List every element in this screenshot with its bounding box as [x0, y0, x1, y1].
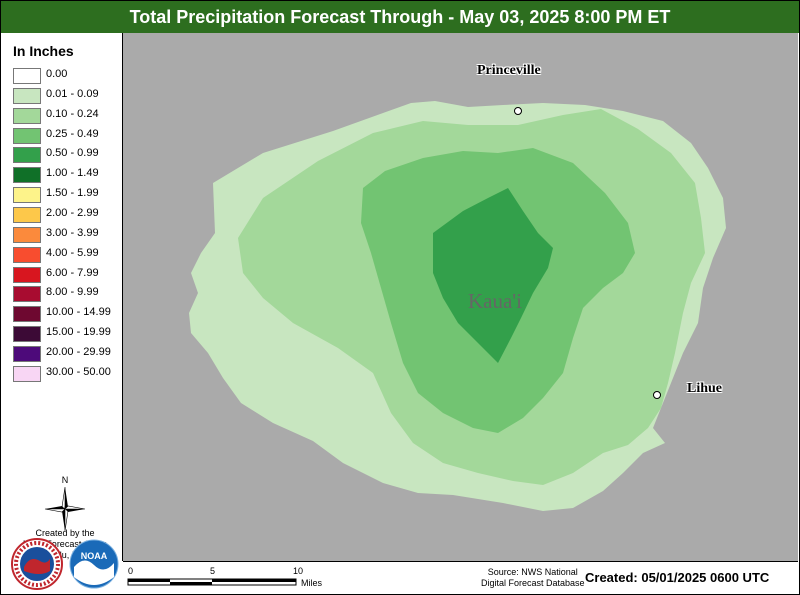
legend-label: 20.00 - 29.99: [46, 345, 111, 358]
legend-item: 20.00 - 29.99: [13, 344, 123, 362]
legend-swatch: [13, 107, 41, 124]
north-arrow-icon: N: [44, 475, 86, 532]
legend-item: 1.50 - 1.99: [13, 185, 123, 204]
legend-label: 8.00 - 9.99: [46, 286, 99, 299]
nws-logo-icon: [11, 538, 63, 590]
legend-swatch: [13, 206, 41, 223]
legend-item: 10.00 - 14.99: [13, 304, 123, 323]
created-timestamp: Created: 05/01/2025 0600 UTC: [585, 570, 770, 585]
legend-item: 2.00 - 2.99: [13, 205, 123, 223]
credits-line: Created by the: [35, 528, 95, 538]
legend-item: 1.00 - 1.49: [13, 165, 123, 184]
legend-label: 10.00 - 14.99: [46, 306, 111, 319]
legend-item: 3.00 - 3.99: [13, 225, 123, 243]
legend-swatch: [13, 365, 41, 382]
legend-label: 6.00 - 7.99: [46, 266, 99, 279]
legend-swatch: [13, 286, 41, 303]
precip-zone-0.50-0.99: [433, 188, 553, 363]
legend-item: 6.00 - 7.99: [13, 265, 123, 283]
legend-swatch: [13, 187, 41, 204]
legend-label: 4.00 - 5.99: [46, 246, 99, 259]
legend-swatch: [13, 167, 41, 184]
legend-item: 15.00 - 19.99: [13, 324, 123, 343]
credits-line: NWS Forecast Office: [22, 539, 108, 549]
precipitation-map: [189, 101, 726, 511]
legend-label: 1.50 - 1.99: [46, 187, 99, 200]
legend-label: 30.00 - 50.00: [46, 365, 111, 378]
legend-title: In Inches: [13, 43, 74, 59]
town-label-princeville: Princeville: [477, 63, 541, 78]
map-title: Total Precipitation Forecast Through - M…: [1, 1, 799, 33]
legend-item: 8.00 - 9.99: [13, 284, 123, 303]
legend-swatch: [13, 326, 41, 343]
credits-line: Honolulu, Hawaii: [31, 550, 99, 560]
legend-item: 0.00: [13, 66, 123, 84]
town-label-lihue: Lihue: [687, 381, 723, 396]
legend-swatch: [13, 226, 41, 243]
legend-label: 0.10 - 0.24: [46, 107, 99, 120]
legend-swatch: [13, 87, 41, 104]
legend-item: 0.50 - 0.99: [13, 145, 123, 164]
legend-label: 0.50 - 0.99: [46, 147, 99, 160]
north-label: N: [62, 475, 69, 485]
legend-panel: In Inches 0.00 0.01 - 0.09 0.10 - 0.24 0.25…: [1, 33, 123, 561]
town-marker-princeville: [514, 107, 522, 115]
scale-bar: 0 5 10 Miles: [127, 566, 323, 588]
legend-item: 0.10 - 0.24: [13, 106, 123, 124]
svg-text:NOAA: NOAA: [81, 551, 108, 561]
legend-item: 30.00 - 50.00: [13, 364, 123, 382]
scale-unit: Miles: [301, 578, 323, 588]
noaa-logo-icon: NOAA: [69, 539, 119, 589]
agency-logos: NOAA: [11, 538, 119, 590]
source-text: Source: NWS National Digital Forecast Da…: [481, 567, 585, 589]
source-line: Digital Forecast Database: [481, 578, 585, 588]
source-line: Source: NWS National: [487, 567, 578, 577]
town-marker-lihue: [653, 391, 661, 399]
legend-swatch: [13, 345, 41, 362]
legend-swatch: [13, 127, 41, 144]
legend-label: 2.00 - 2.99: [46, 206, 99, 219]
legend-label: 0.25 - 0.49: [46, 127, 99, 140]
legend-label: 0.00: [46, 68, 68, 80]
island-label: Kaua'i: [468, 289, 522, 313]
scale-tick-10: 10: [293, 566, 303, 576]
map-area[interactable]: Kaua'i Princeville Lihue: [123, 33, 798, 561]
footer-bar: 0 5 10 Miles Source: NWS National Digita…: [123, 561, 798, 594]
legend-label: 15.00 - 19.99: [46, 326, 111, 339]
scale-tick-5: 5: [210, 566, 215, 576]
legend-item: 0.01 - 0.09: [13, 86, 123, 104]
legend-swatch: [13, 266, 41, 283]
legend-swatch: [13, 246, 41, 263]
credits: Created by the NWS Forecast Office Honol…: [11, 528, 119, 561]
legend-swatch: [13, 147, 41, 164]
legend-item: 4.00 - 5.99: [13, 245, 123, 263]
legend-swatch: [13, 68, 41, 84]
scale-tick-0: 0: [128, 566, 133, 576]
legend-label: 3.00 - 3.99: [46, 226, 99, 239]
legend-label: 0.01 - 0.09: [46, 87, 99, 100]
legend-item: 0.25 - 0.49: [13, 126, 123, 144]
legend-swatch: [13, 306, 41, 323]
legend-label: 1.00 - 1.49: [46, 167, 99, 180]
